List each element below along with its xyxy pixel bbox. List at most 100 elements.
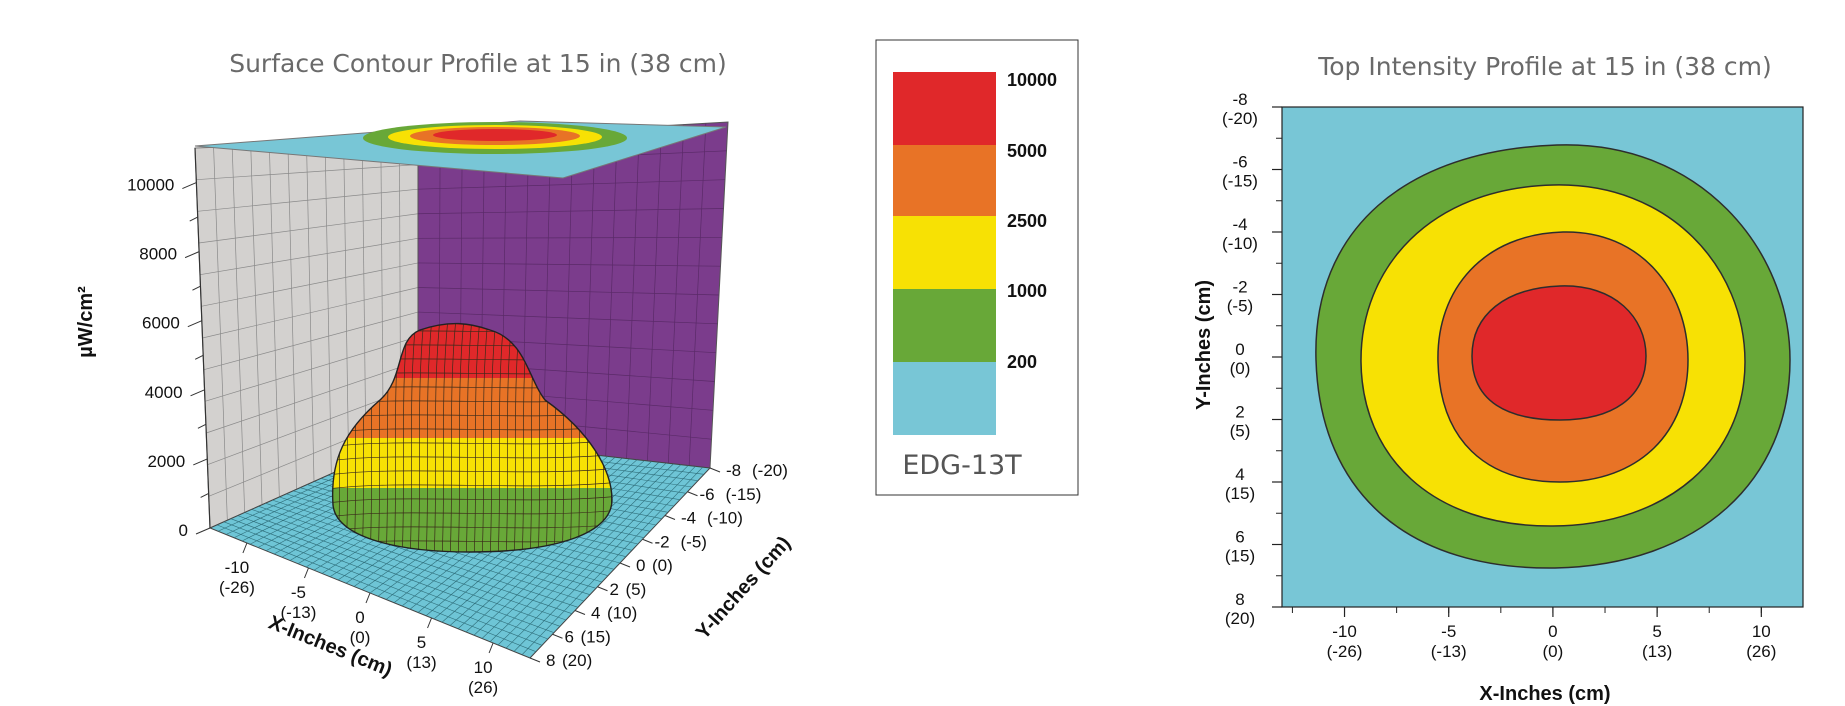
y3d-tick-label-cm: (-15) <box>726 485 762 504</box>
legend-swatch-5000 <box>893 145 996 216</box>
left-wall-gridline <box>287 144 298 490</box>
legend-swatch-200 <box>893 362 996 435</box>
y3d-tick-label: -2 <box>655 532 670 551</box>
x3d-tick-label-cm: (26) <box>468 678 498 697</box>
y3d-tick-mark <box>529 657 541 663</box>
y3d-tick-label: 2 <box>610 580 619 599</box>
y3d-tick-mark <box>619 562 631 568</box>
contour-x-tick-label: -5 <box>1441 622 1456 641</box>
contour-x-tick-label: 5 <box>1652 622 1661 641</box>
y-axis-label-3d: Y-Inches (cm) <box>692 532 795 643</box>
mound-meshline <box>497 323 505 552</box>
left-wall-gridline <box>343 142 350 467</box>
x3d-tick-label-cm: (0) <box>350 628 371 647</box>
contour-y-tick-label-cm: (-15) <box>1222 172 1258 191</box>
contour-y-tick-label: 4 <box>1235 465 1244 484</box>
contour-y-tick-label: -4 <box>1232 215 1247 234</box>
z-tick-label: 2000 <box>147 452 185 471</box>
back-wall-gridline <box>605 128 618 457</box>
y3d-tick-label-cm: (10) <box>607 604 637 623</box>
contour-y-tick-label: -2 <box>1232 278 1247 297</box>
floor-gridline <box>265 502 579 608</box>
back-wall-gridline <box>667 124 685 464</box>
contour-y-tick-label: -6 <box>1232 153 1247 172</box>
left-wall-gridline <box>306 143 315 482</box>
left-wall-gridline <box>268 145 280 498</box>
contour-y-tick-label-cm: (-20) <box>1222 109 1258 128</box>
y3d-tick-label-cm: (-5) <box>681 532 707 551</box>
y3d-tick-mark <box>687 491 698 497</box>
x3d-tick-mark <box>242 542 248 554</box>
color-legend: 10000 5000 2500 1000 200 EDG-13T <box>875 39 1079 496</box>
back-wall-gridline <box>688 123 707 466</box>
y3d-tick-mark <box>552 633 563 639</box>
contour-y-axis-label: Y-Inches (cm) <box>1193 280 1215 410</box>
contour-chart: Top Intensity Profile at 15 in (38 cm) -… <box>1193 52 1804 705</box>
contour-y-tick-label: 6 <box>1235 528 1244 547</box>
x3d-tick-mark <box>488 642 494 654</box>
back-wall-gridline <box>647 125 662 461</box>
floor-gridline <box>223 521 543 646</box>
y3d-tick-label-cm: (5) <box>626 580 647 599</box>
y3d-tick-label-cm: (15) <box>581 627 611 646</box>
mound-meshline <box>332 523 612 533</box>
surface-chart-title: Surface Contour Profile at 15 in (38 cm) <box>229 49 727 78</box>
contour-x-tick-label: 10 <box>1752 622 1771 641</box>
y3d-tick-mark <box>709 467 721 473</box>
x3d-tick-mark <box>427 617 433 629</box>
left-wall-gridline <box>231 146 246 513</box>
y3d-tick-label-cm: (-20) <box>752 461 788 480</box>
contour-y-tick-label: -8 <box>1232 90 1247 109</box>
mound-meshline <box>332 439 612 449</box>
z-tick-mark <box>193 458 208 466</box>
floor-gridline <box>244 512 561 627</box>
legend-swatch-2500 <box>893 216 996 289</box>
z-minor-tick <box>189 216 198 222</box>
x-axis-label-3d: X-Inches (cm) <box>265 612 395 682</box>
legend-label-10000: 10000 <box>1007 70 1057 90</box>
z-axis-ticks: 0 2000 4000 6000 8000 10000 <box>127 176 211 540</box>
top-projection-band-10000 <box>433 129 557 141</box>
legend-swatch-10000 <box>893 72 996 145</box>
y3d-tick-mark <box>664 515 676 520</box>
contour-y-tick-label-cm: (20) <box>1225 609 1255 628</box>
z-tick-label: 8000 <box>139 245 177 264</box>
left-wall-gridline <box>361 141 367 459</box>
floor-gridline <box>251 509 567 621</box>
y3d-tick-label-cm: (20) <box>562 651 592 670</box>
x3d-tick-label-cm: (-26) <box>219 578 255 597</box>
contour-y-tick-label: 0 <box>1235 340 1244 359</box>
mound-meshline <box>489 323 497 552</box>
z-tick-mark <box>195 527 211 535</box>
contour-x-tick-label: 0 <box>1548 622 1557 641</box>
x3d-tick-label: -5 <box>291 583 306 602</box>
mound-meshline <box>332 453 612 463</box>
contour-x-axis-label: X-Inches (cm) <box>1479 683 1610 705</box>
z-axis-line <box>194 147 211 529</box>
x3d-tick-label: 10 <box>474 658 493 677</box>
contour-y-tick-label-cm: (15) <box>1225 547 1255 566</box>
y3d-tick-label: 4 <box>591 604 600 623</box>
floor-gridline <box>216 524 537 652</box>
contour-chart-title: Top Intensity Profile at 15 in (38 cm) <box>1317 52 1772 81</box>
surface-chart: Surface Contour Profile at 15 in (38 cm) <box>75 49 795 697</box>
contour-x-tick-label-cm: (-13) <box>1431 642 1467 661</box>
legend-swatch-1000 <box>893 289 996 362</box>
legend-label-2500: 2500 <box>1007 211 1047 231</box>
contour-x-tick-label-cm: (0) <box>1543 642 1564 661</box>
contour-y-tick-label-cm: (5) <box>1230 422 1251 441</box>
z-tick-label: 6000 <box>142 314 180 333</box>
left-wall-gridline <box>324 143 332 474</box>
y3d-tick-mark <box>597 586 608 592</box>
top-projection-contours <box>363 122 627 154</box>
z-minor-tick <box>192 285 201 291</box>
z-minor-tick <box>197 423 207 429</box>
x3d-tick-label: 5 <box>417 633 426 652</box>
z-tick-mark <box>187 320 203 328</box>
y3d-tick-label: -8 <box>726 461 741 480</box>
legend-label-200: 200 <box>1007 352 1037 372</box>
z-tick-mark <box>190 389 205 397</box>
mound-band-2500 <box>332 438 612 488</box>
back-wall-gridline <box>626 127 640 459</box>
floor-gridline <box>237 515 555 633</box>
